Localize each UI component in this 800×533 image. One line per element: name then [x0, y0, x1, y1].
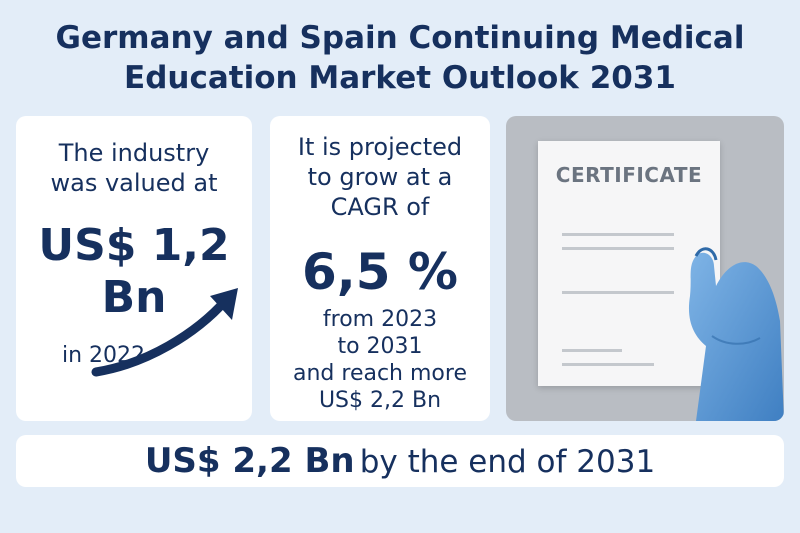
page-title: Germany and Spain Continuing Medical Edu… [0, 18, 800, 98]
certificate-line [562, 247, 674, 250]
gloved-hand-icon [688, 247, 784, 421]
certificate-line [562, 233, 674, 236]
projection-label-line-2: to grow at a [307, 163, 453, 191]
projection-target-line-2: US$ 2,2 Bn [318, 388, 442, 413]
valuation-value-line-1: US$ 1,2 [38, 220, 230, 271]
valuation-label-line-1: The industry [58, 139, 210, 167]
certificate-image: CERTIFICATE [506, 116, 784, 421]
banner-suffix: by the end of 2031 [359, 444, 656, 480]
valuation-label: The industry was valued at [16, 138, 252, 198]
certificate-line [562, 363, 654, 366]
projection-label-line-3: CAGR of [330, 193, 430, 221]
projection-label-line-1: It is projected [297, 133, 463, 161]
certificate-line [562, 291, 674, 294]
certificate-title: CERTIFICATE [555, 163, 703, 187]
projection-period-line-1: from 2023 [322, 307, 438, 332]
valuation-value: US$ 1,2 Bn [16, 220, 252, 324]
projection-label: It is projected to grow at a CAGR of [270, 132, 490, 222]
banner-text: US$ 2,2 Bn by the end of 2031 [16, 435, 784, 493]
cagr-value: 6,5 % [301, 243, 459, 301]
projection-period: from 2023 to 2031 [270, 306, 490, 360]
valuation-year: in 2022 [61, 343, 146, 368]
title-line-1: Germany and Spain Continuing Medical [55, 20, 745, 56]
title-line-2: Education Market Outlook 2031 [124, 60, 676, 96]
projection-target-line-1: and reach more [293, 361, 467, 386]
projection-period-line-2: to 2031 [337, 334, 423, 359]
valuation-card: The industry was valued at US$ 1,2 Bn in… [16, 116, 252, 421]
outlook-banner: US$ 2,2 Bn by the end of 2031 [16, 435, 784, 487]
valuation-label-line-2: was valued at [50, 169, 218, 197]
banner-value: US$ 2,2 Bn [144, 441, 355, 481]
trend-arrow-icon [91, 288, 238, 377]
projection-target: and reach more US$ 2,2 Bn [270, 360, 490, 414]
certificate-document: CERTIFICATE [538, 141, 720, 386]
valuation-value-line-2: Bn [101, 272, 167, 323]
certificate-line [562, 349, 622, 352]
projection-card: It is projected to grow at a CAGR of 6,5… [270, 116, 490, 421]
